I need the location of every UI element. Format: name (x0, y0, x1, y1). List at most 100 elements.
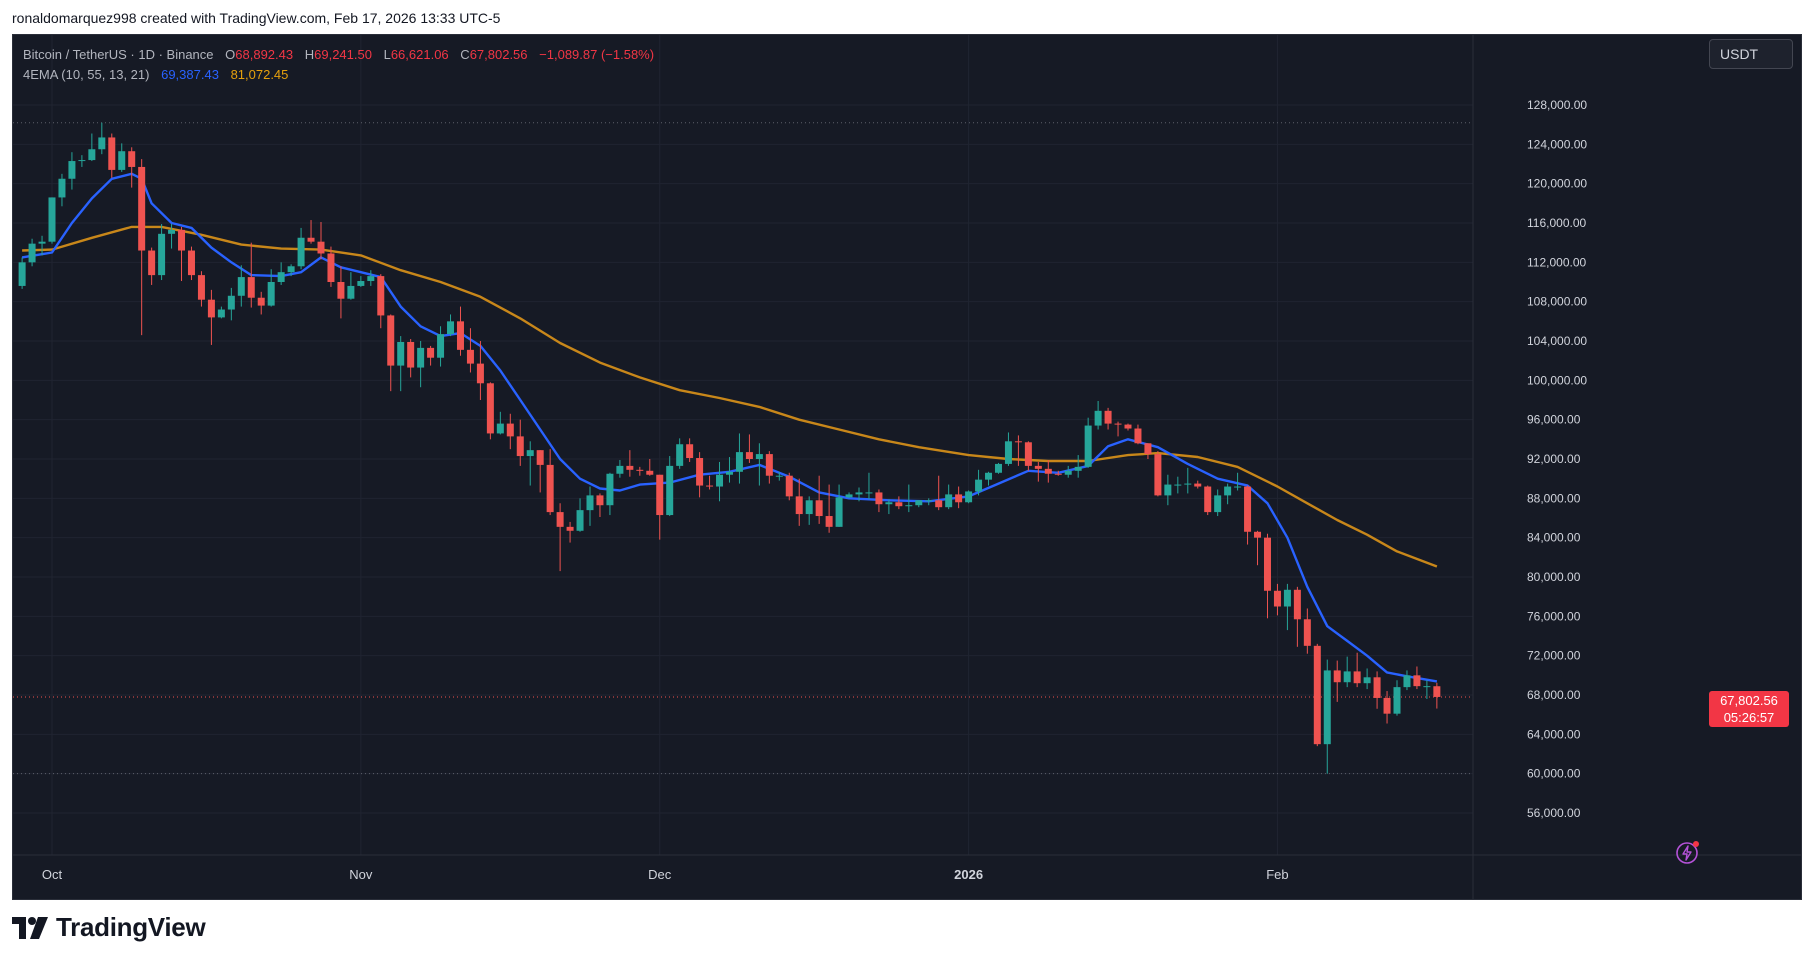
candle[interactable] (596, 493, 604, 518)
candle[interactable] (626, 450, 634, 477)
candle[interactable] (1164, 474, 1172, 506)
candle[interactable] (745, 434, 753, 463)
candle[interactable] (377, 274, 385, 329)
candle[interactable] (1044, 459, 1052, 483)
candle[interactable] (18, 257, 26, 289)
candle[interactable] (1144, 443, 1152, 459)
candle[interactable] (845, 492, 853, 499)
candle[interactable] (227, 287, 235, 321)
candle[interactable] (168, 223, 176, 249)
candle[interactable] (158, 223, 166, 281)
candle[interactable] (1224, 483, 1232, 505)
candle[interactable] (1134, 424, 1142, 445)
candle[interactable] (885, 499, 893, 515)
candle[interactable] (367, 270, 375, 286)
candle[interactable] (506, 413, 514, 450)
candle[interactable] (1004, 432, 1012, 466)
candle[interactable] (556, 503, 564, 572)
candle[interactable] (735, 433, 743, 484)
candle[interactable] (1413, 666, 1421, 690)
candle[interactable] (387, 314, 395, 392)
candle[interactable] (606, 472, 614, 516)
candle[interactable] (437, 326, 445, 367)
currency-selector[interactable]: USDT (1709, 39, 1793, 69)
candle[interactable] (516, 419, 524, 466)
candle[interactable] (207, 289, 215, 345)
tradingview-logo[interactable]: TradingView (12, 912, 206, 943)
candle[interactable] (1293, 586, 1301, 647)
candle[interactable] (1283, 583, 1291, 631)
candle[interactable] (586, 486, 594, 526)
candle[interactable] (496, 411, 504, 435)
candle[interactable] (855, 487, 863, 502)
candle[interactable] (546, 449, 554, 516)
candle[interactable] (1263, 533, 1271, 619)
candle[interactable] (1333, 660, 1341, 702)
candle[interactable] (1234, 472, 1242, 491)
candle[interactable] (38, 235, 46, 256)
candle[interactable] (197, 271, 205, 307)
candle[interactable] (1363, 668, 1371, 690)
candle[interactable] (277, 262, 285, 285)
candle[interactable] (1124, 423, 1132, 431)
candle[interactable] (795, 478, 803, 526)
candlestick-chart[interactable]: 56,000.00 60,000.00 64,000.00 68,000.00 72,0… (13, 35, 1801, 899)
candle[interactable] (48, 197, 56, 244)
candle[interactable] (1054, 470, 1062, 476)
candle[interactable] (138, 159, 146, 336)
candle[interactable] (327, 246, 335, 287)
candle[interactable] (965, 490, 973, 504)
candle[interactable] (257, 291, 265, 315)
candle[interactable] (447, 314, 455, 337)
candle[interactable] (78, 155, 86, 167)
candle[interactable] (616, 459, 624, 478)
candle[interactable] (357, 276, 365, 287)
candle[interactable] (68, 152, 76, 190)
candle[interactable] (307, 220, 315, 244)
candle[interactable] (775, 471, 783, 481)
candle[interactable] (1154, 451, 1162, 497)
candle[interactable] (1084, 417, 1092, 468)
candle[interactable] (994, 462, 1002, 474)
candle[interactable] (915, 500, 923, 508)
candle[interactable] (1254, 530, 1262, 566)
candle[interactable] (456, 306, 464, 356)
candle[interactable] (875, 489, 883, 513)
candle[interactable] (1064, 465, 1072, 478)
candle[interactable] (646, 459, 654, 476)
candle[interactable] (476, 341, 484, 400)
candle[interactable] (178, 226, 186, 282)
candle[interactable] (1393, 680, 1401, 716)
candle[interactable] (108, 133, 116, 178)
legend-indicator-name[interactable]: 4EMA (10, 55, 13, 21) (23, 67, 150, 82)
candle[interactable] (636, 466, 644, 476)
candle[interactable] (935, 475, 943, 511)
lightning-icon[interactable] (1675, 839, 1701, 865)
candle[interactable] (297, 227, 305, 270)
candle[interactable] (1323, 659, 1331, 774)
candle[interactable] (287, 264, 295, 277)
candle[interactable] (1403, 670, 1411, 691)
candle[interactable] (148, 247, 156, 285)
candle[interactable] (397, 336, 405, 392)
candle[interactable] (825, 484, 833, 533)
chart-panel[interactable]: 56,000.00 60,000.00 64,000.00 68,000.00 72,0… (12, 34, 1802, 900)
candle[interactable] (1184, 467, 1192, 494)
candle[interactable] (1313, 643, 1321, 747)
candle[interactable] (217, 306, 225, 319)
candle[interactable] (466, 328, 474, 373)
candle[interactable] (1014, 435, 1022, 466)
candle[interactable] (247, 242, 255, 308)
candle[interactable] (765, 451, 773, 484)
candle[interactable] (975, 469, 983, 496)
candle[interactable] (1353, 652, 1361, 688)
candle[interactable] (755, 443, 763, 486)
candle[interactable] (955, 486, 963, 509)
candle[interactable] (576, 498, 584, 532)
candle[interactable] (536, 450, 544, 493)
candle[interactable] (895, 496, 903, 510)
candle[interactable] (905, 484, 913, 513)
candle[interactable] (656, 474, 664, 540)
legend-symbol[interactable]: Bitcoin / TetherUS · 1D · Binance (23, 47, 214, 62)
candle[interactable] (835, 484, 843, 527)
